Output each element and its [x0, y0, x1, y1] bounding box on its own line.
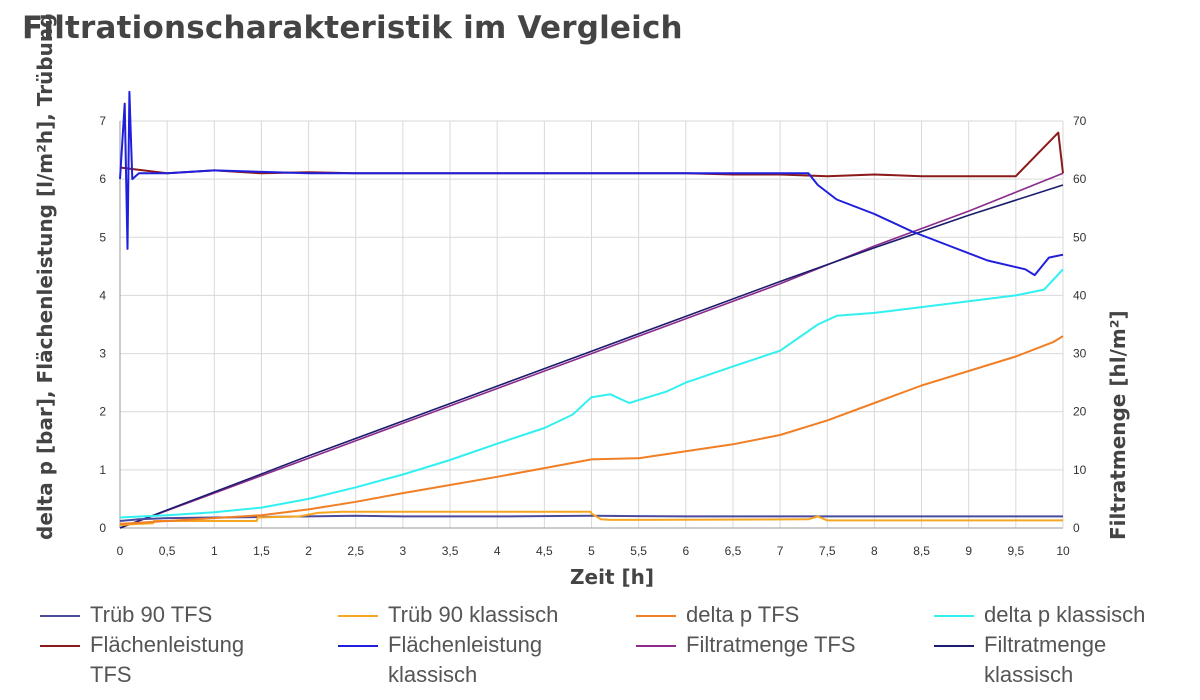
legend-swatch [636, 615, 676, 617]
legend-item: Flächenleistung klassisch [338, 630, 588, 690]
legend-swatch [934, 615, 974, 617]
legend-item: Filtratmenge klassisch [934, 630, 1184, 690]
x-tick-label: 5 [588, 544, 595, 558]
y-tick-label: 4 [99, 288, 106, 302]
y-tick-label: 5 [99, 230, 106, 244]
x-tick-labels: 0 0,5 1 1,5 2 2,5 3 3,5 4 4,5 5 5,5 6 6,5 7 7,5 8 8,5 9 9,5… [117, 544, 1070, 558]
y-tick-label: 3 [99, 347, 106, 361]
y2-tick-label: 50 [1073, 230, 1087, 244]
legend-label: Trüb 90 TFS [90, 602, 213, 627]
y-tick-label: 0 [99, 521, 106, 535]
x-tick-label: 2 [305, 544, 312, 558]
y2-tick-label: 70 [1073, 114, 1087, 128]
legend-item: delta p klassisch [934, 600, 1184, 630]
y-axis-title: delta p [bar], Flächenleistung [l/m²h], … [33, 14, 57, 540]
x-tick-label: 0 [117, 544, 124, 558]
x-tick-label: 5,5 [630, 544, 647, 558]
legend-item: Flächenleistung TFS [40, 630, 290, 690]
legend-label: delta p TFS [686, 602, 800, 627]
x-tick-label: 9,5 [1008, 544, 1025, 558]
plot-frame [119, 121, 1064, 529]
y-tick-labels: 0 1 2 3 4 5 6 7 [99, 114, 106, 535]
x-tick-label: 7 [777, 544, 784, 558]
x-tick-label: 1 [211, 544, 218, 558]
x-tick-label: 9 [965, 544, 972, 558]
y2-tick-label: 0 [1073, 521, 1080, 535]
legend: Trüb 90 TFS Trüb 90 klassisch delta p TFS d… [40, 600, 1190, 695]
legend-label: Flächenleistung klassisch [388, 632, 543, 687]
x-tick-label: 8,5 [913, 544, 930, 558]
y2-tick-label: 40 [1073, 288, 1087, 302]
series-line-filtratmenge-klassisch [119, 184, 1064, 529]
y-tick-label: 2 [99, 405, 106, 419]
x-tick-label: 1,5 [253, 544, 270, 558]
x-tick-label: 6 [682, 544, 689, 558]
series-line-filtratmenge-tfs [119, 172, 1064, 529]
series-line-tr-b-90-klassisch [119, 510, 1063, 527]
x-tick-label: 4,5 [536, 544, 553, 558]
legend-label: Trüb 90 klassisch [388, 602, 559, 627]
legend-swatch [338, 615, 378, 617]
x-tick-label: 4 [494, 544, 501, 558]
legend-swatch [636, 645, 676, 647]
y2-tick-label: 30 [1073, 347, 1087, 361]
legend-swatch [338, 645, 378, 647]
x-tick-label: 7,5 [819, 544, 836, 558]
grid [119, 120, 1064, 529]
legend-label: Flächenleistung TFS [90, 632, 245, 687]
legend-swatch [934, 645, 974, 647]
x-tick-label: 0,5 [159, 544, 176, 558]
legend-swatch [40, 645, 80, 647]
x-tick-label: 3,5 [442, 544, 459, 558]
y-tick-label: 1 [99, 463, 106, 477]
x-tick-label: 3 [400, 544, 407, 558]
legend-label: Filtratmenge TFS [686, 632, 856, 657]
x-axis-title: Zeit [h] [570, 565, 654, 589]
x-tick-label: 10 [1056, 544, 1070, 558]
line-chart: 0 0,5 1 1,5 2 2,5 3 3,5 4 4,5 5 5,5 6 6,5 7 7,5 8 8,5 9 9,5… [33, 14, 1130, 589]
x-tick-label: 8 [871, 544, 878, 558]
legend-label: delta p klassisch [984, 602, 1146, 627]
legend-item: delta p TFS [636, 600, 886, 630]
x-tick-label: 6,5 [725, 544, 742, 558]
legend-item: Filtratmenge TFS [636, 630, 886, 660]
series-line-fl-chenleistung-klassisch [119, 90, 1064, 277]
y2-tick-label: 20 [1073, 405, 1087, 419]
y2-tick-label: 60 [1073, 172, 1087, 186]
series-layer [119, 90, 1064, 529]
y2-axis-title: Filtratmenge [hl/m²] [1106, 310, 1130, 540]
series-line-tr-b-90-tfs [119, 514, 1063, 522]
legend-label: Filtratmenge klassisch [984, 632, 1107, 687]
y2-tick-label: 10 [1073, 463, 1087, 477]
legend-item: Trüb 90 TFS [40, 600, 290, 630]
chart-title: Filtrationscharakteristik im Vergleich [22, 10, 683, 46]
series-line-delta-p-klassisch [119, 268, 1064, 519]
legend-swatch [40, 615, 80, 617]
y2-tick-labels: 0 10 20 30 40 50 60 70 [1073, 114, 1087, 535]
y-tick-label: 7 [99, 114, 106, 128]
legend-item: Trüb 90 klassisch [338, 600, 588, 630]
y-tick-label: 6 [99, 172, 106, 186]
x-tick-label: 2,5 [347, 544, 364, 558]
series-line-delta-p-tfs [119, 335, 1064, 525]
